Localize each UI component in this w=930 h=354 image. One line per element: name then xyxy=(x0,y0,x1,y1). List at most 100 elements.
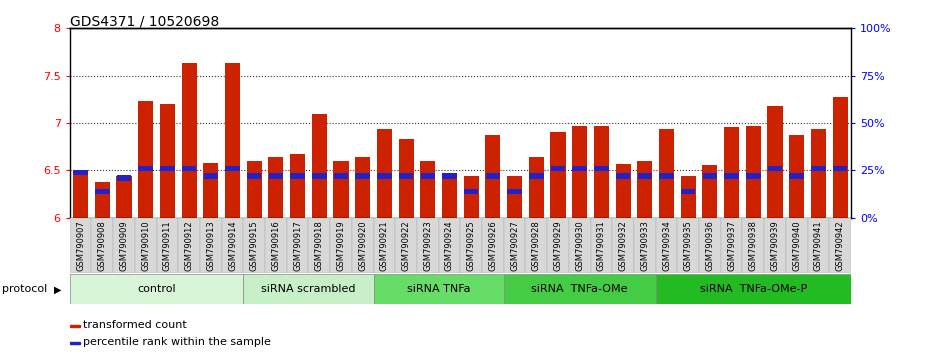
Bar xyxy=(309,218,330,273)
Bar xyxy=(485,173,500,179)
Bar xyxy=(117,175,131,181)
Bar xyxy=(420,173,435,179)
Bar xyxy=(724,127,739,218)
Text: transformed count: transformed count xyxy=(84,320,187,330)
Bar xyxy=(746,173,761,179)
Bar xyxy=(569,218,591,273)
Text: protocol: protocol xyxy=(2,284,47,295)
Bar xyxy=(395,218,417,273)
Bar xyxy=(443,173,457,179)
Bar xyxy=(807,218,830,273)
Bar xyxy=(225,63,240,218)
Bar xyxy=(786,218,807,273)
Text: GSM790912: GSM790912 xyxy=(184,220,193,270)
Bar xyxy=(830,218,851,273)
Bar xyxy=(833,166,847,171)
Text: siRNA TNFa: siRNA TNFa xyxy=(407,284,471,295)
Bar xyxy=(290,154,305,218)
Bar xyxy=(244,218,265,273)
Bar xyxy=(116,176,131,218)
Bar xyxy=(508,189,522,194)
Text: GSM790907: GSM790907 xyxy=(76,220,86,271)
Text: control: control xyxy=(138,284,176,295)
Bar xyxy=(702,165,717,218)
Bar xyxy=(746,126,761,218)
Text: ▶: ▶ xyxy=(54,284,61,295)
Bar xyxy=(374,218,395,273)
Bar xyxy=(374,274,504,304)
Bar xyxy=(91,218,113,273)
Bar xyxy=(790,173,804,179)
Bar xyxy=(160,104,175,218)
Bar xyxy=(659,173,673,179)
Bar xyxy=(634,218,656,273)
Bar xyxy=(352,218,374,273)
Bar xyxy=(482,218,504,273)
Bar xyxy=(290,173,305,179)
Bar xyxy=(398,139,414,218)
Bar xyxy=(442,176,457,218)
Bar xyxy=(70,342,79,344)
Bar xyxy=(463,176,479,218)
Text: GSM790932: GSM790932 xyxy=(618,220,628,271)
Bar xyxy=(832,97,847,218)
Bar xyxy=(699,218,721,273)
Text: GSM790933: GSM790933 xyxy=(640,220,649,271)
Text: GSM790909: GSM790909 xyxy=(119,220,128,270)
Text: siRNA scrambled: siRNA scrambled xyxy=(261,284,355,295)
Text: GSM790924: GSM790924 xyxy=(445,220,454,270)
Text: GSM790942: GSM790942 xyxy=(835,220,844,270)
Bar xyxy=(551,166,565,171)
Bar xyxy=(504,218,525,273)
Bar xyxy=(677,218,699,273)
Bar xyxy=(160,166,175,171)
Bar xyxy=(221,218,244,273)
Bar xyxy=(547,218,569,273)
Bar xyxy=(573,166,587,171)
Text: GSM790930: GSM790930 xyxy=(575,220,584,271)
Text: GSM790921: GSM790921 xyxy=(379,220,389,270)
Bar xyxy=(681,189,696,194)
Bar xyxy=(182,166,196,171)
Bar xyxy=(330,218,352,273)
Bar xyxy=(593,126,609,218)
Bar xyxy=(200,218,221,273)
Bar xyxy=(355,157,370,218)
Bar xyxy=(464,189,478,194)
Bar xyxy=(73,172,88,218)
Bar xyxy=(504,274,656,304)
Bar xyxy=(138,101,153,218)
Bar xyxy=(612,218,634,273)
Bar xyxy=(225,166,240,171)
Bar xyxy=(312,114,326,218)
Text: GSM790941: GSM790941 xyxy=(814,220,823,270)
Bar xyxy=(181,63,196,218)
Bar xyxy=(681,176,696,218)
Bar xyxy=(420,161,435,218)
Bar xyxy=(594,166,608,171)
Text: GSM790911: GSM790911 xyxy=(163,220,172,270)
Bar xyxy=(742,218,764,273)
Bar xyxy=(703,173,717,179)
Text: GSM790923: GSM790923 xyxy=(423,220,432,271)
Text: siRNA  TNFa-OMe-P: siRNA TNFa-OMe-P xyxy=(699,284,807,295)
Bar xyxy=(656,274,851,304)
Bar xyxy=(333,161,349,218)
Bar xyxy=(312,173,326,179)
Text: GSM790914: GSM790914 xyxy=(228,220,237,270)
Bar xyxy=(572,126,587,218)
Bar xyxy=(247,173,261,179)
Bar xyxy=(417,218,439,273)
Text: GSM790916: GSM790916 xyxy=(272,220,281,271)
Bar xyxy=(789,135,804,218)
Bar xyxy=(70,325,79,327)
Bar xyxy=(721,218,742,273)
Bar xyxy=(658,129,674,218)
Bar xyxy=(286,218,309,273)
Bar xyxy=(204,173,218,179)
Text: GSM790922: GSM790922 xyxy=(402,220,411,270)
Text: GSM790917: GSM790917 xyxy=(293,220,302,271)
Text: GSM790935: GSM790935 xyxy=(684,220,693,271)
Bar xyxy=(724,173,738,179)
Bar xyxy=(439,218,460,273)
